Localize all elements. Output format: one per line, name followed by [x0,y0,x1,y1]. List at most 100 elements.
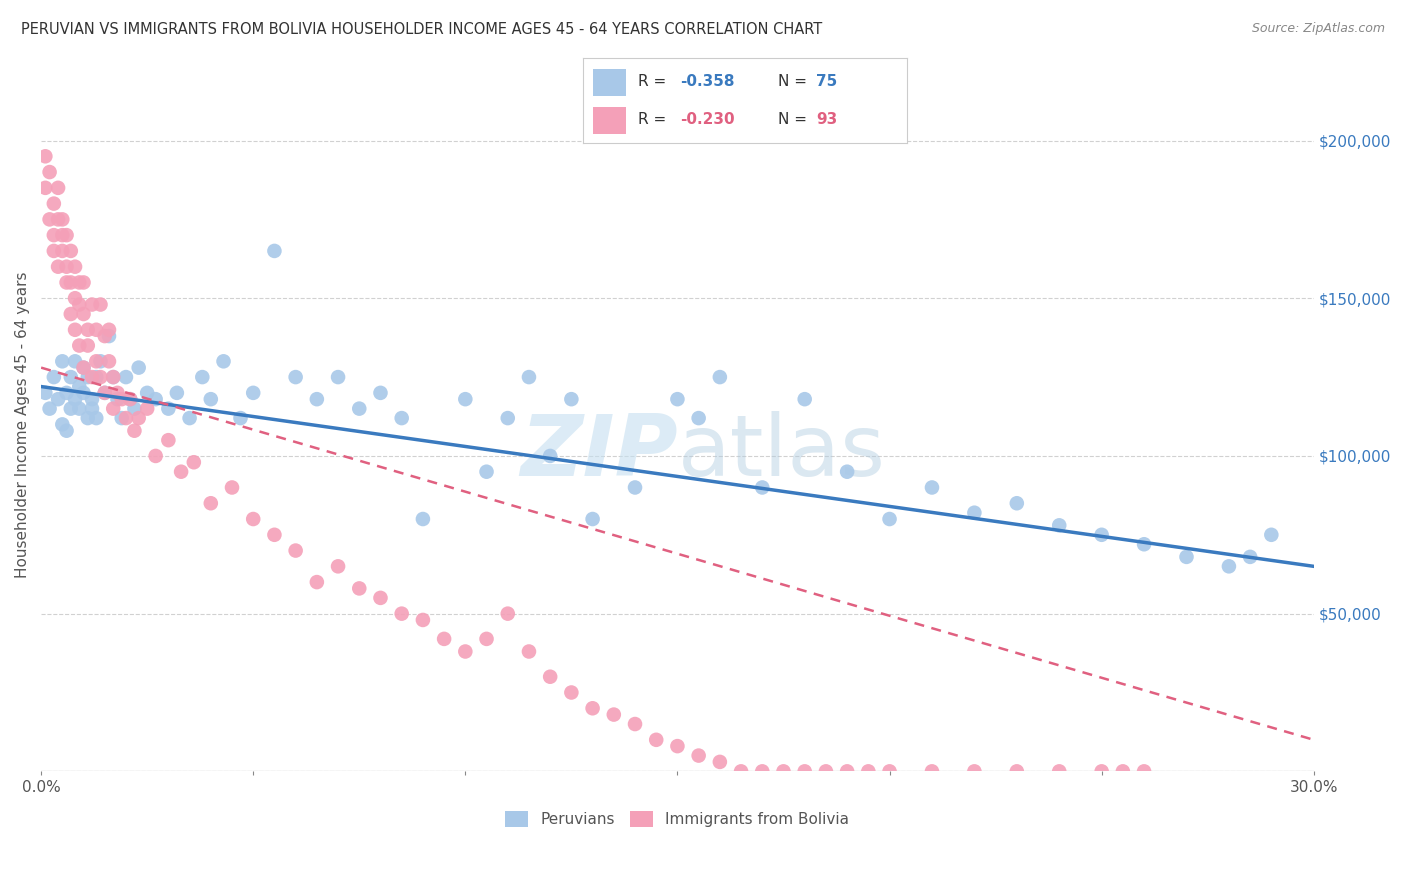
Point [89,354,111,368]
Point [38,212,60,227]
Point [80,370,103,384]
Point [1112,764,1135,779]
Point [751,764,773,779]
Point [103,401,125,416]
Point [709,755,731,769]
Point [814,764,837,779]
Text: atlas: atlas [678,410,886,493]
Point [63,260,86,274]
Point [51,244,73,258]
Point [145,449,167,463]
Point [349,582,371,596]
Point [412,613,434,627]
Point [46,260,69,274]
Point [67,338,90,352]
Point [63,354,86,368]
Point [51,417,73,432]
Point [128,411,150,425]
Point [242,512,264,526]
Point [1005,496,1028,510]
Point [72,276,94,290]
Point [475,632,498,646]
Text: N =: N = [778,112,811,128]
Point [166,385,188,400]
Text: 75: 75 [817,74,838,89]
Point [496,607,519,621]
Point [1091,528,1114,542]
Point [837,764,859,779]
Point [80,401,103,416]
Point [370,591,392,605]
Point [46,392,69,406]
Point [666,392,689,406]
Point [560,685,582,699]
Point [42,196,65,211]
Point [170,465,193,479]
Point [51,354,73,368]
Point [55,385,77,400]
Point [412,512,434,526]
Point [145,392,167,406]
Text: R =: R = [638,74,672,89]
Point [1047,518,1070,533]
Point [793,392,815,406]
Point [496,411,519,425]
Point [51,228,73,243]
Point [84,354,107,368]
Point [111,392,134,406]
Point [305,575,328,590]
Point [103,370,125,384]
Point [84,411,107,425]
Point [80,392,103,406]
Point [120,392,142,406]
Point [263,244,285,258]
Point [200,496,222,510]
Point [84,323,107,337]
Point [38,165,60,179]
Text: Source: ZipAtlas.com: Source: ZipAtlas.com [1251,22,1385,36]
Point [200,392,222,406]
Point [63,291,86,305]
Point [963,764,986,779]
Point [349,401,371,416]
Point [93,385,115,400]
Point [55,424,77,438]
Point [59,370,82,384]
Point [879,764,901,779]
Text: 93: 93 [817,112,838,128]
Point [1218,559,1240,574]
Point [72,307,94,321]
Point [284,543,307,558]
Point [391,607,413,621]
Point [42,370,65,384]
Point [67,401,90,416]
Point [1239,549,1261,564]
Point [191,370,214,384]
Text: R =: R = [638,112,672,128]
Point [55,228,77,243]
Point [124,424,146,438]
Point [772,764,794,779]
Point [124,401,146,416]
Point [1047,764,1070,779]
Point [42,244,65,258]
Point [67,297,90,311]
Point [624,481,647,495]
Point [67,276,90,290]
Point [128,360,150,375]
Point [538,449,561,463]
Point [34,181,56,195]
Point [730,764,752,779]
Point [229,411,252,425]
Point [1005,764,1028,779]
Point [93,385,115,400]
Point [63,323,86,337]
Text: N =: N = [778,74,811,89]
Point [55,276,77,290]
Point [98,329,121,343]
Point [454,392,477,406]
Point [326,370,349,384]
Point [115,370,138,384]
Point [59,401,82,416]
Point [645,732,668,747]
